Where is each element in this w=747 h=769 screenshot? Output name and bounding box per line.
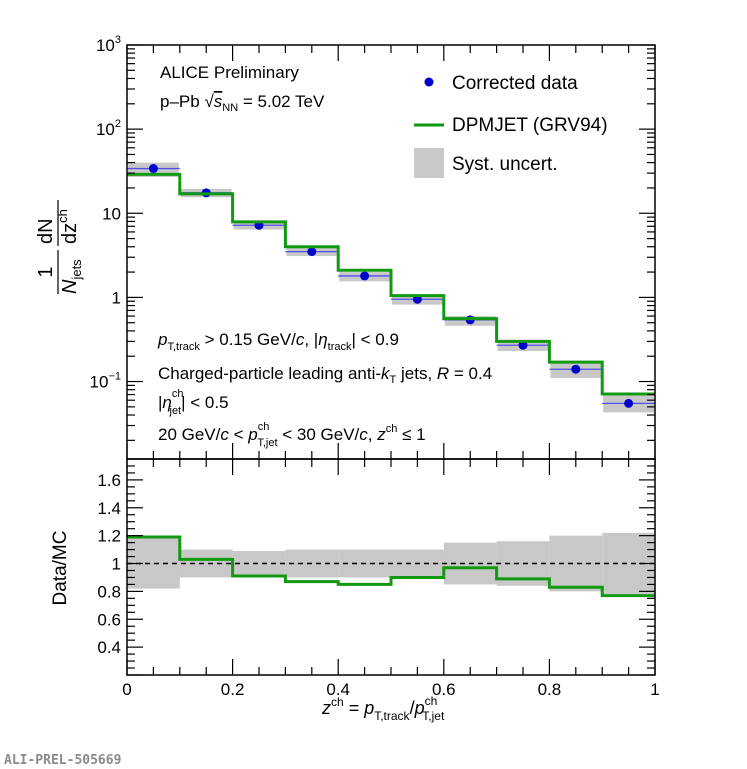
axis-ticks bbox=[126, 44, 656, 676]
ratio-syst-box bbox=[232, 550, 286, 577]
y-tick-label: 1 bbox=[112, 288, 121, 307]
legend-marker-data bbox=[424, 77, 434, 87]
data-point bbox=[571, 364, 581, 374]
x-tick-label: 0.6 bbox=[432, 680, 456, 699]
svg-text:Njets: Njets bbox=[59, 259, 84, 294]
data-point bbox=[360, 271, 370, 281]
alice-preliminary-label: ALICE Preliminary bbox=[160, 63, 299, 82]
legend-label-data: Corrected data bbox=[452, 73, 578, 94]
data-point bbox=[624, 398, 634, 408]
ratio-syst-box bbox=[549, 535, 603, 592]
svg-text:1: 1 bbox=[35, 266, 57, 277]
ratio-syst-box bbox=[127, 537, 180, 589]
ratio-y-tick-label: 1.6 bbox=[97, 471, 121, 490]
mc-step-line bbox=[127, 172, 655, 396]
ratio-steps bbox=[127, 535, 655, 598]
ratio-y-tick-label: 0.4 bbox=[97, 638, 121, 657]
ratio-y-axis-label: Data/MC bbox=[50, 531, 71, 606]
x-tick-label: 1 bbox=[650, 680, 659, 699]
legend-label-syst: Syst. uncert. bbox=[452, 154, 558, 175]
jet-def-label: Charged-particle leading anti-kT jets, R… bbox=[158, 364, 492, 386]
ratio-y-tick-label: 0.8 bbox=[97, 582, 121, 601]
y-tick-label: 10 bbox=[102, 204, 121, 223]
x-axis-label: zch = pT,track/pch T,jet bbox=[321, 694, 445, 723]
ratio-step-line bbox=[127, 535, 655, 598]
top-mc-steps bbox=[127, 172, 655, 396]
x-tick-label: 0.4 bbox=[326, 680, 350, 699]
collision-system-label: p–Pb √sNN = 5.02 TeV bbox=[160, 92, 325, 114]
ratio-y-tick-label: 0.6 bbox=[97, 610, 121, 629]
x-tick-label: 0.8 bbox=[538, 680, 562, 699]
y-tick-label: 103 bbox=[96, 34, 121, 55]
legend: Corrected data DPMJET (GRV94) Syst. unce… bbox=[414, 73, 608, 178]
ratio-y-tick-label: 1 bbox=[112, 555, 121, 574]
data-point bbox=[148, 164, 158, 174]
y-tick-label: 102 bbox=[96, 118, 121, 139]
top-y-axis-label: 1 Njets dN dzch bbox=[35, 200, 84, 294]
jet-pt-label: 20 GeV/c < pch T,jet < 30 GeV/c, zch ≤ 1 bbox=[158, 421, 426, 449]
track-cut-label: pT,track > 0.15 GeV/c, |ηtrack| < 0.9 bbox=[157, 330, 399, 353]
ratio-y-tick-label: 1.2 bbox=[97, 527, 121, 546]
ratio-y-tick-label: 1.4 bbox=[97, 499, 121, 518]
jet-eta-label: |ηch jet| < 0.5 bbox=[158, 388, 229, 417]
svg-text:dN: dN bbox=[35, 218, 57, 244]
ratio-syst-box bbox=[179, 549, 233, 578]
legend-box-syst bbox=[414, 148, 444, 178]
data-point bbox=[518, 340, 528, 350]
y-tick-label: 10−1 bbox=[90, 371, 121, 392]
figure-id-label: ALI-PREL-505669 bbox=[4, 753, 121, 768]
legend-label-mc: DPMJET (GRV94) bbox=[452, 115, 608, 136]
data-point bbox=[307, 247, 317, 257]
x-tick-label: 0 bbox=[122, 680, 131, 699]
svg-text:dzch: dzch bbox=[55, 209, 81, 244]
x-tick-label: 0.2 bbox=[221, 680, 245, 699]
